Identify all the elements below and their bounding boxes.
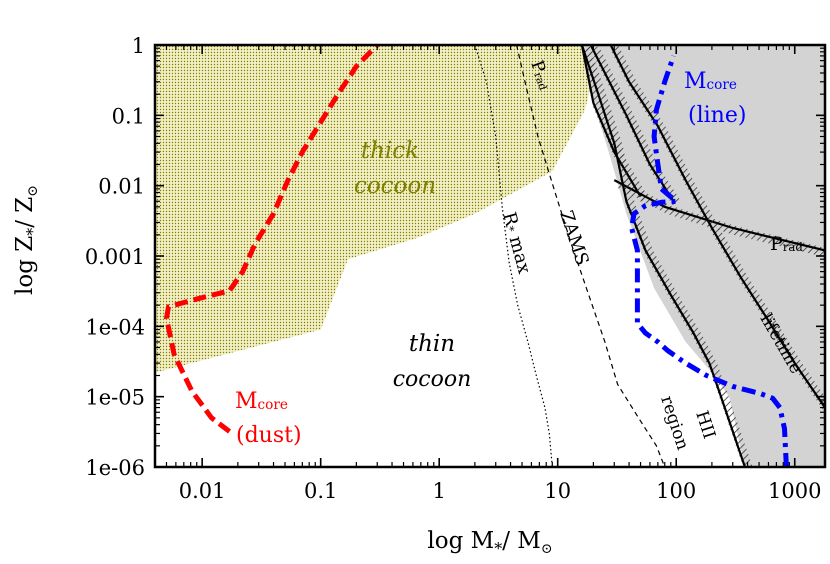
prad-upper-label: Prad — [526, 58, 555, 93]
x-tick-label: 10 — [544, 479, 571, 503]
mcore-line-label: Mcore — [684, 69, 737, 94]
y-tick-label: 1e-04 — [85, 315, 145, 339]
thick-cocoon-region — [155, 45, 605, 373]
mcore-line-label-extra: (line) — [688, 103, 746, 128]
zams-label: ZAMS — [555, 208, 592, 268]
hii-label-line2: region — [656, 393, 692, 452]
boundary-line-hii-region — [580, 45, 746, 467]
thick-cocoon-label-line1: thick — [361, 138, 419, 164]
hii-label-line1: HII — [691, 408, 719, 441]
x-tick-label: 1000 — [768, 479, 821, 503]
y-tick-label: 1 — [132, 34, 145, 58]
x-tick-label: 0.01 — [179, 479, 226, 503]
y-tick-label: 0.1 — [112, 104, 145, 128]
boundary-line-prad-lower- — [613, 179, 825, 252]
boundary-line-extra-upper — [589, 45, 675, 202]
thick-cocoon-label-line2: cocoon — [354, 173, 436, 199]
boundary-hatch-3 — [610, 45, 825, 413]
thin-cocoon-label-line2: cocoon — [393, 367, 472, 392]
x-axis-title: log M*/ M⊙ — [427, 528, 552, 558]
rstar-max-label: R* max — [498, 210, 535, 276]
y-axis-title: log Z*/ Z⊙ — [12, 185, 42, 295]
series-mcore-line- — [629, 55, 789, 467]
series-mcore-dust- — [164, 45, 379, 434]
x-tick-label: 0.1 — [304, 479, 337, 503]
y-tick-label: 1e-06 — [85, 456, 145, 480]
y-tick-label: 1e-05 — [85, 386, 145, 410]
thin-cocoon-label-line1: thin — [409, 331, 455, 357]
y-tick-label: 0.001 — [85, 245, 145, 269]
mcore-dust-label: Mcore — [235, 389, 288, 414]
series-r-max — [474, 45, 553, 467]
prad-lower-label: Prad — [770, 233, 803, 255]
x-tick-label: 1 — [433, 479, 446, 503]
boundary-line-lifetime — [609, 45, 825, 409]
x-tick-label: 100 — [656, 479, 696, 503]
series-zams — [516, 45, 666, 467]
y-tick-label: 0.01 — [98, 175, 145, 199]
mcore-dust-label-extra: (dust) — [236, 423, 302, 448]
